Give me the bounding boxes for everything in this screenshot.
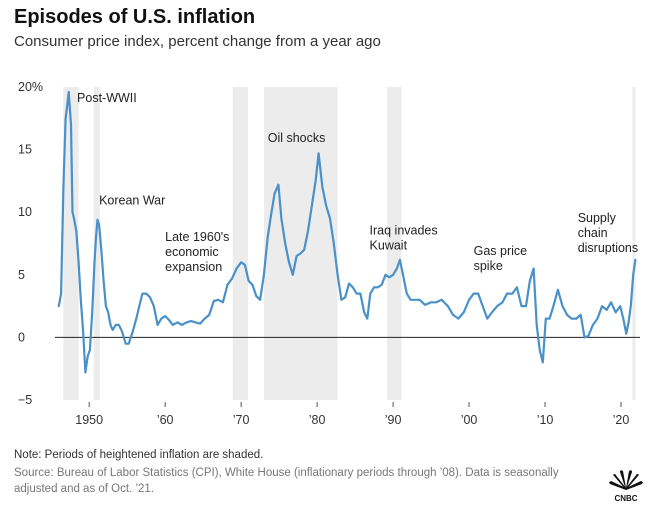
inflation-chart: 20% 15 10 5 0 −5 1950 ’60 ’70 ’80 ’90 ’00 ’10 ’20 Po… [18, 80, 640, 427]
x-axis: 1950 ’60 ’70 ’80 ’90 ’00 ’10 ’20 [75, 402, 629, 427]
cnbc-peacock-logo: CNBC [609, 470, 643, 503]
y-tick-label: 15 [18, 143, 32, 157]
y-tick-label: 20% [18, 80, 43, 94]
annotation-label: Gas price spike [474, 244, 528, 273]
y-tick-label: 10 [18, 205, 32, 219]
x-tick-label: ’80 [309, 413, 326, 427]
shaded-period-0 [63, 87, 79, 400]
x-tick-label: ’90 [385, 413, 402, 427]
annotation-label: Korean War [99, 194, 165, 208]
y-tick-label: −5 [18, 393, 32, 407]
shaded-periods [63, 87, 636, 400]
shaded-period-3 [263, 87, 338, 400]
annotation-label: Post-WWII [77, 91, 137, 105]
x-tick-label: ’20 [613, 413, 630, 427]
annotation-label: Supply chain disruptions [578, 211, 638, 255]
chart-title: Episodes of U.S. inflation [14, 6, 256, 28]
series-lines [57, 90, 637, 374]
source-text: Source: Bureau of Labor Statistics (CPI)… [14, 467, 559, 495]
logo-text: CNBC [614, 494, 637, 503]
footnote: Note: Periods of heightened inflation ar… [14, 449, 264, 461]
shaded-period-2 [232, 87, 248, 400]
series-line-0 [57, 90, 637, 374]
x-tick-label: ’10 [537, 413, 554, 427]
annotation-label: Oil shocks [268, 131, 326, 145]
y-axis: 20% 15 10 5 0 −5 [18, 80, 43, 407]
y-tick-label: 5 [18, 268, 25, 282]
shaded-period-4 [387, 87, 402, 400]
shaded-period-5 [632, 87, 636, 400]
x-tick-label: ’60 [157, 413, 174, 427]
y-tick-label: 0 [18, 330, 25, 344]
annotation-label: Iraq invades Kuwait [370, 224, 438, 253]
x-tick-label: ’70 [233, 413, 250, 427]
x-tick-label: ’00 [461, 413, 478, 427]
shaded-period-1 [93, 87, 100, 400]
x-tick-label: 1950 [75, 413, 103, 427]
annotations: Post-WWII Korean War Late 1960's economic ex… [77, 91, 638, 274]
annotation-label: Late 1960's economic expansion [165, 230, 229, 274]
chart-subtitle: Consumer price index, percent change fro… [14, 33, 381, 50]
